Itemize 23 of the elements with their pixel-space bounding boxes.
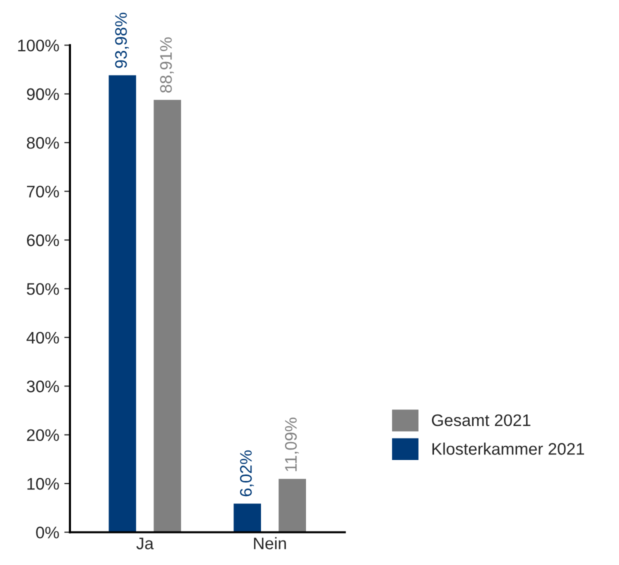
y-tick-label: 90% [26,88,59,100]
y-tick-label: 70% [27,186,59,198]
bar [107,74,138,532]
y-tick-label: 100% [18,40,59,52]
y-tick-label: 10% [27,478,59,490]
y-tick-label: 60% [27,234,59,246]
y-tick-label: 30% [26,380,59,392]
legend-label: Klosterkammer 2021 [432,442,584,455]
bar [277,478,308,532]
bar [232,502,262,532]
data-label: 93,98% [115,12,129,68]
data-label: 6,02% [240,450,254,496]
y-tick-label: 50% [26,283,59,295]
y-tick-label: 40% [26,332,59,344]
data-label: 11,09% [284,418,299,472]
legend-label: Gesamt 2021 [432,414,530,426]
x-tick-label: Nein [254,537,286,550]
y-tick-label: 80% [26,137,59,149]
x-tick-label: Ja [136,538,154,550]
bar [152,98,182,532]
y-tick-label: 20% [27,429,59,442]
y-tick-label: 0% [36,526,59,538]
data-label: 88,91% [160,37,174,93]
